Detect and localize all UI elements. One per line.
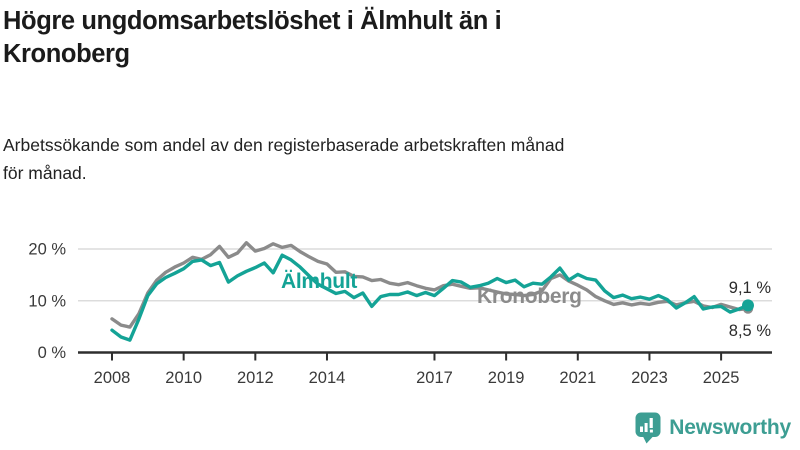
x-tick-label: 2023 (631, 369, 668, 387)
x-tick-label: 2014 (309, 369, 346, 387)
almhult-end-dot (741, 299, 754, 312)
y-tick-label: 10 % (28, 292, 66, 310)
x-tick-label: 2008 (94, 369, 131, 387)
x-tick-label: 2019 (488, 369, 525, 387)
newsworthy-logo-text: Newsworthy (669, 416, 791, 439)
title-line: Kronoberg (3, 40, 130, 69)
kronoberg-value-label: 8,5 % (729, 322, 772, 340)
x-tick-label: 2021 (559, 369, 596, 387)
y-tick-label: 0 % (38, 344, 67, 362)
page-subtitle: Arbetssökande som andel av den registerb… (3, 131, 783, 188)
page-title: Högre ungdomsarbetslöshet i Älmhult än i… (3, 5, 783, 71)
bar-chart-pin-icon (635, 412, 661, 444)
almhult-series-label: Älmhult (281, 270, 357, 293)
x-tick-label: 2012 (237, 369, 274, 387)
x-tick-label: 2025 (703, 369, 740, 387)
kronoberg-line (110, 241, 750, 329)
x-tick-label: 2017 (416, 369, 453, 387)
kronoberg-series-label: Kronoberg (477, 285, 582, 308)
subtitle-line: Arbetssökande som andel av den registerb… (3, 135, 565, 155)
subtitle-line: för månad. (3, 163, 87, 184)
almhult-line (110, 253, 750, 342)
x-tick-label: 2010 (165, 369, 202, 387)
y-tick-label: 20 % (28, 241, 66, 259)
newsworthy-logo: Newsworthy (635, 411, 791, 445)
title-line: Högre ungdomsarbetslöshet i Älmhult än i (3, 7, 502, 35)
almhult-value-label: 9,1 % (729, 279, 772, 297)
